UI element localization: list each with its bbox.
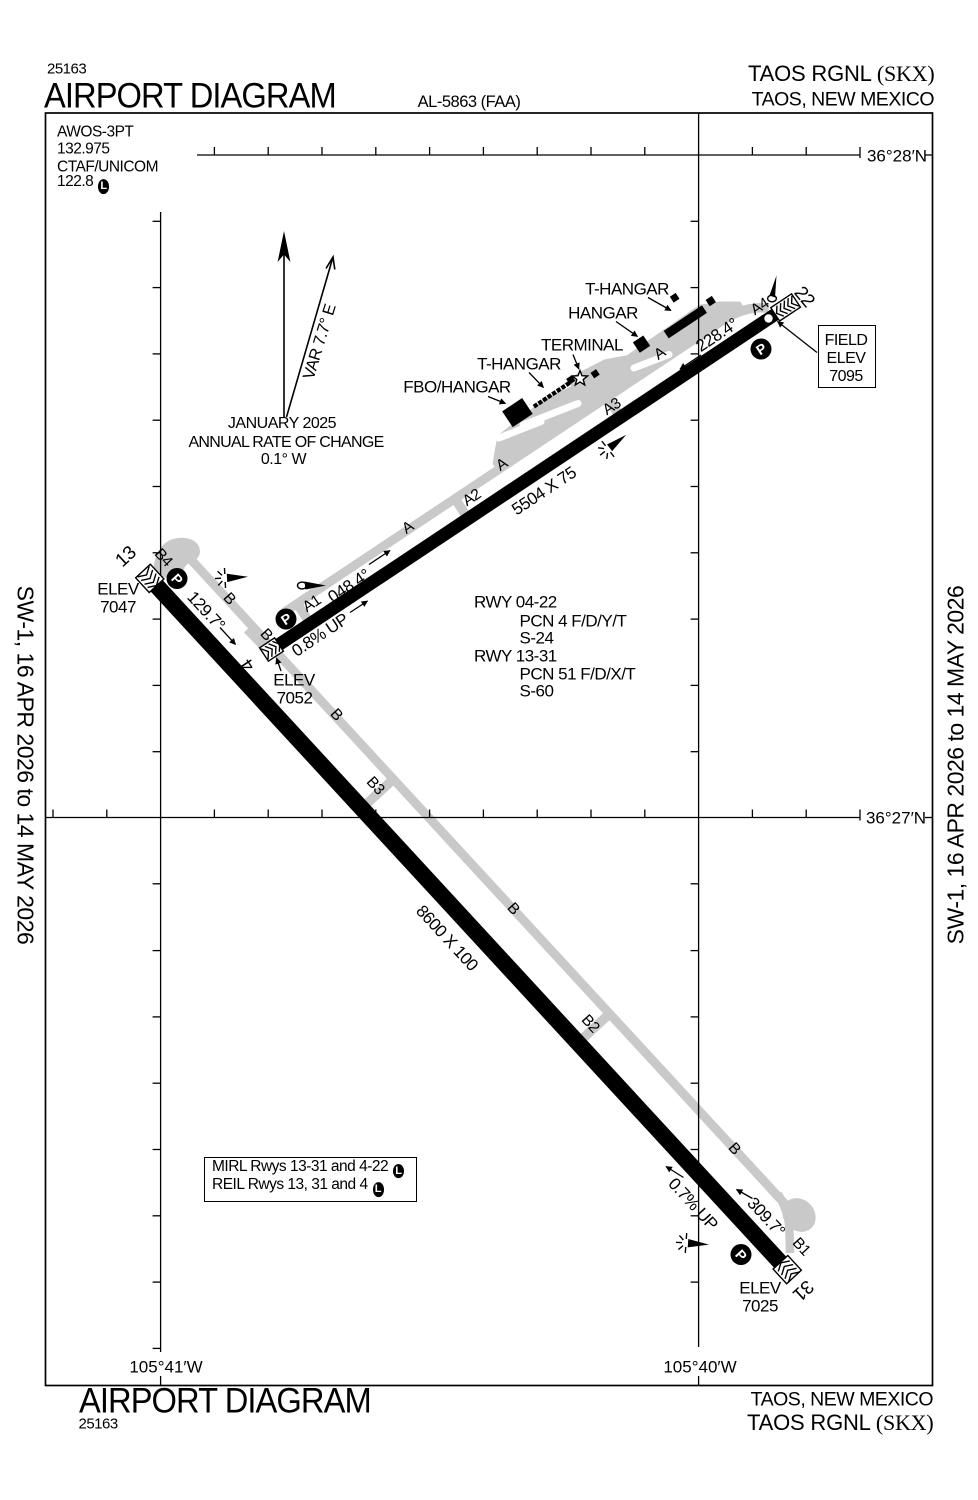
ctaf-frequency: 122.8 bbox=[57, 173, 94, 191]
mirl-text: MIRL Rwys 13-31 and 4-22 bbox=[212, 1157, 389, 1175]
threshold-13 bbox=[134, 563, 165, 594]
threshold-22 bbox=[769, 292, 802, 322]
graticule-lines bbox=[45, 113, 933, 1386]
chart-number-top: 25163 bbox=[47, 60, 87, 78]
hangar-label: HANGAR bbox=[568, 303, 638, 322]
hangar-building bbox=[632, 335, 651, 353]
t-hangar-west-label: T-HANGAR bbox=[477, 354, 561, 374]
airport-city: TAOS, NEW MEXICO bbox=[751, 88, 935, 111]
lighting-reil: REIL Rwys 13, 31 and 4 L bbox=[212, 1177, 384, 1197]
elev-13-label: ELEV bbox=[97, 579, 139, 599]
taxiway-b-band bbox=[182, 550, 792, 1211]
runway-22-elevation-dot bbox=[764, 314, 773, 323]
footer-airport-name: TAOS RGNL bbox=[747, 1409, 876, 1435]
wind-cone-icon bbox=[766, 275, 778, 303]
light-beacon-icon bbox=[597, 434, 627, 460]
t-hangar-building bbox=[663, 305, 707, 339]
airport-code: (SKX) bbox=[876, 60, 935, 86]
field-elevation-box bbox=[818, 325, 876, 388]
rate-of-change-label: ANNUAL RATE OF CHANGE bbox=[188, 433, 384, 451]
t-hangar-north-label: T-HANGAR bbox=[585, 279, 669, 299]
field-elev-value: 7095 bbox=[829, 368, 863, 385]
runway-data-rwy2-pcn: PCN 51 F/D/X/T bbox=[519, 664, 636, 683]
heading-arrows bbox=[219, 354, 753, 1200]
north-arrow bbox=[277, 231, 291, 417]
footer-airport-code: (SKX) bbox=[875, 1409, 934, 1435]
runway-data-rwy2-s: S-60 bbox=[519, 681, 554, 701]
parking-disc bbox=[166, 568, 188, 589]
longitude-west-label: 105°41′W bbox=[129, 1357, 203, 1376]
page-title: AIRPORT DIAGRAM bbox=[44, 76, 337, 115]
elev-31-value: 7025 bbox=[742, 1296, 778, 1316]
footer-city: TAOS, NEW MEXICO bbox=[750, 1387, 934, 1410]
taxiway-system-b bbox=[153, 537, 816, 1254]
field-elev-line1: FIELD bbox=[824, 332, 868, 349]
runway-data-rwy1-s: S-24 bbox=[519, 628, 554, 648]
latitude-south-label: 36°27′N bbox=[865, 808, 927, 828]
footer-chart-number: 25163 bbox=[78, 1415, 119, 1433]
lighted-symbol: L bbox=[372, 1182, 384, 1197]
airport-title: TAOS RGNL (SKX) bbox=[748, 60, 935, 86]
fbo-hangar-building bbox=[502, 398, 533, 428]
rate-of-change-value: 0.1° W bbox=[260, 450, 307, 468]
elev-04-value: 7052 bbox=[276, 688, 313, 707]
footer-airport-title: TAOS RGNL (SKX) bbox=[747, 1409, 934, 1435]
parking-disc bbox=[730, 1244, 752, 1265]
runway-13-31 bbox=[136, 565, 801, 1283]
parking-disc bbox=[275, 608, 297, 630]
t-hangar-row bbox=[532, 380, 571, 409]
airport-name: TAOS RGNL bbox=[748, 60, 877, 86]
footer-title: AIRPORT DIAGRAM bbox=[78, 1381, 372, 1420]
threshold-31 bbox=[772, 1254, 803, 1285]
longitude-east-label: 105°40′W bbox=[663, 1357, 737, 1376]
comms-line-3: CTAF/UNICOM bbox=[57, 157, 158, 175]
elev-04-label: ELEV bbox=[273, 670, 315, 690]
buildings bbox=[502, 292, 716, 428]
latitude-north-label: 36°28′N bbox=[866, 146, 928, 165]
runway-data-rwy1: RWY 04-22 bbox=[474, 592, 557, 612]
margin-note-right: SW-1, 16 APR 2026 to 14 MAY 2026 bbox=[942, 585, 969, 945]
procedure-id: AL-5863 (FAA) bbox=[417, 92, 521, 111]
terminal-label: TERMINAL bbox=[541, 335, 623, 355]
variation-arrow bbox=[285, 254, 336, 418]
wind-cone-icon bbox=[296, 581, 326, 590]
runway-04-22 bbox=[260, 295, 800, 660]
fbo-hangar-label: FBO/HANGAR bbox=[403, 377, 511, 397]
elev-31-label: ELEV bbox=[739, 1278, 781, 1298]
runway-data-rwy2: RWY 13-31 bbox=[474, 646, 557, 666]
lighting-mirl: MIRL Rwys 13-31 and 4-22 L bbox=[212, 1157, 405, 1179]
margin-note-left: SW-1, 16 APR 2026 to 14 MAY 2026 bbox=[12, 585, 39, 945]
variation-date: JANUARY 2025 bbox=[227, 414, 337, 432]
comms-line-4: 122.8 L bbox=[57, 173, 110, 194]
apron-13-end bbox=[153, 537, 200, 579]
apron-31-end bbox=[782, 1198, 816, 1232]
terminal-apron bbox=[492, 301, 746, 474]
reil-text: REIL Rwys 13, 31 and 4 bbox=[212, 1176, 368, 1194]
light-beacon-icon bbox=[214, 567, 248, 589]
leader-arrows bbox=[275, 296, 818, 672]
threshold-04 bbox=[258, 636, 285, 663]
comms-line-2: 132.975 bbox=[57, 140, 110, 158]
beacon-star-icon bbox=[570, 368, 590, 387]
runway-data-rwy1-pcn: PCN 4 F/D/Y/T bbox=[519, 611, 627, 630]
field-elev-line2: ELEV bbox=[826, 350, 866, 367]
elev-13-value: 7047 bbox=[100, 597, 136, 617]
parking-disc bbox=[750, 338, 772, 360]
lighted-symbol: L bbox=[98, 179, 110, 194]
comms-line-1: AWOS-3PT bbox=[57, 122, 134, 140]
chart-border bbox=[44, 112, 934, 1387]
taxiway-system-a bbox=[281, 301, 770, 623]
lighted-symbol: L bbox=[393, 1163, 405, 1179]
light-beacon-icon bbox=[675, 1232, 709, 1254]
